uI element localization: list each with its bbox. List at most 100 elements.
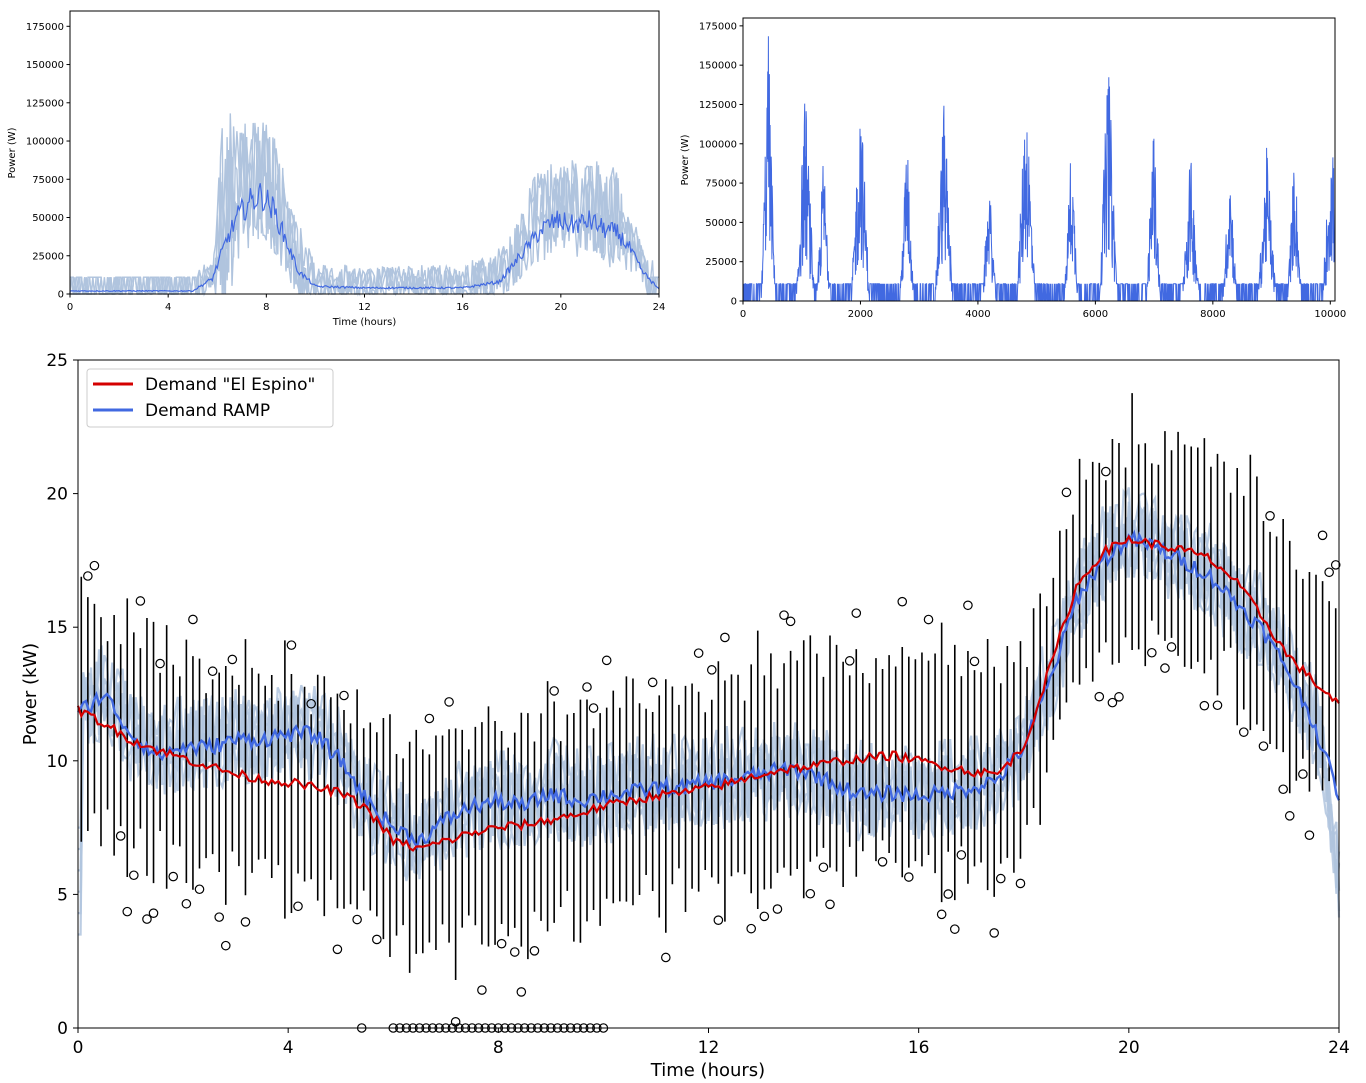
outlier-point <box>844 656 855 666</box>
p3-xtick-label: 8 <box>493 1038 504 1058</box>
p1-xtick-label: 20 <box>554 302 567 313</box>
outlier-point <box>1324 567 1334 578</box>
outlier-point <box>936 909 947 920</box>
outlier-point <box>1160 663 1170 673</box>
outlier-point <box>963 600 973 611</box>
x-axis-label-3: Time (hours) <box>650 1060 765 1081</box>
outlier-point <box>372 934 382 945</box>
outlier-point <box>904 872 914 882</box>
outlier-point <box>720 632 730 643</box>
outlier-point <box>1015 878 1026 889</box>
outlier-point <box>647 677 658 688</box>
p3-ytick-label: 25 <box>46 351 68 371</box>
outlier-point <box>332 944 343 955</box>
outlier-point <box>779 610 789 620</box>
p2-ytick-label: 50000 <box>705 218 737 229</box>
x-ticks-2: 0 2000 4000 6000 8000 10000 <box>740 301 1346 320</box>
p2-ytick-label: 125000 <box>699 100 737 111</box>
p2-xtick-label: 0 <box>740 309 746 320</box>
outlier-point <box>825 899 835 910</box>
boxplot-series <box>80 393 1337 981</box>
outlier-point <box>240 917 251 927</box>
p1-ytick-label: 0 <box>58 290 64 301</box>
outlier-point <box>995 873 1006 884</box>
ramp-run-line <box>78 492 1341 891</box>
outlier-point <box>989 928 999 938</box>
outlier-point <box>83 571 93 581</box>
outlier-point <box>1278 784 1288 795</box>
outlier-point <box>424 713 435 724</box>
p2-xtick-label: 2000 <box>848 309 873 320</box>
outlier-point <box>1061 487 1072 498</box>
outlier-point <box>148 908 159 918</box>
outlier-point <box>477 985 487 995</box>
outlier-point <box>949 924 960 934</box>
p3-xtick-label: 4 <box>283 1038 294 1058</box>
p2-ytick-label: 25000 <box>705 257 737 268</box>
outlier-point <box>1101 466 1111 477</box>
outlier-point <box>877 856 888 867</box>
outlier-point <box>509 947 520 957</box>
outlier-point <box>661 952 671 963</box>
outlier-point <box>122 906 133 917</box>
outlier-point <box>293 901 303 912</box>
outlier-point <box>746 923 756 934</box>
outlier-point <box>352 914 362 925</box>
p2-xtick-label: 6000 <box>1083 309 1108 320</box>
x-ticks-1: 0 4 8 12 16 20 24 <box>67 294 666 313</box>
ramp-run-line <box>78 487 1341 894</box>
multi-day-series-line <box>742 36 1336 302</box>
outlier-point <box>1094 691 1105 702</box>
y-axis-label-2: Power (W) <box>680 134 691 185</box>
legend-box <box>86 368 334 428</box>
outlier-point <box>227 654 238 665</box>
outlier-point <box>582 682 592 692</box>
outlier-point <box>115 831 126 841</box>
p3-xtick-label: 24 <box>1328 1038 1350 1058</box>
p1-xtick-label: 4 <box>165 302 171 313</box>
outlier-point <box>220 940 231 951</box>
outlier-point <box>923 614 934 625</box>
ramp-individual-runs <box>78 487 1341 936</box>
outlier-point <box>1166 642 1177 652</box>
outlier-point <box>1147 647 1157 658</box>
outlier-point <box>168 871 179 882</box>
y-axis-label-1: Power (W) <box>7 127 18 178</box>
p3-xtick-label: 20 <box>1118 1038 1140 1058</box>
y-ticks-1: 0 25000 50000 75000 100000 125000 150000 175000 <box>26 22 70 301</box>
outlier-point <box>286 640 297 650</box>
outlier-point <box>188 614 198 625</box>
outlier-point <box>1317 530 1328 541</box>
x-ticks-3: 0 4 8 12 16 20 24 <box>73 1028 1350 1058</box>
p1-xtick-label: 16 <box>456 302 469 313</box>
outlier-point <box>549 686 559 696</box>
outlier-point <box>89 560 100 571</box>
outlier-point <box>805 888 816 899</box>
p1-ytick-label: 25000 <box>32 251 64 262</box>
p2-xtick-label: 10000 <box>1314 309 1346 320</box>
plot-frame-3 <box>77 359 1340 1029</box>
outlier-point <box>207 666 218 677</box>
outlier-point <box>1212 700 1223 711</box>
outlier-point <box>713 915 724 925</box>
outlier-point <box>1258 741 1269 751</box>
legend: Demand "El Espino" Demand RAMP <box>86 368 334 428</box>
p2-ytick-label: 150000 <box>699 61 737 72</box>
outlier-point <box>496 938 507 949</box>
p1-ytick-label: 125000 <box>26 98 64 109</box>
demand-el-espino-line <box>76 534 1340 852</box>
outlier-point <box>759 911 770 922</box>
outlier-point <box>956 850 967 860</box>
panel-daily-profiles: 0 4 8 12 16 20 24 0 25000 50000 75000 100000 125000… <box>7 10 666 328</box>
x-axis-label-1: Time (hours) <box>332 317 397 328</box>
outlier-point <box>1107 697 1118 708</box>
y-ticks-2: 0 25000 50000 75000 100000 125000 150000 175000 <box>699 21 743 308</box>
outlier-point <box>1298 769 1308 779</box>
outlier-point <box>772 904 783 914</box>
p3-xtick-label: 0 <box>73 1038 84 1058</box>
p1-xtick-label: 24 <box>653 302 666 313</box>
outlier-point <box>897 596 908 607</box>
p1-ytick-label: 100000 <box>26 137 64 148</box>
outlier-point <box>785 616 796 627</box>
outlier-point <box>1199 700 1210 711</box>
